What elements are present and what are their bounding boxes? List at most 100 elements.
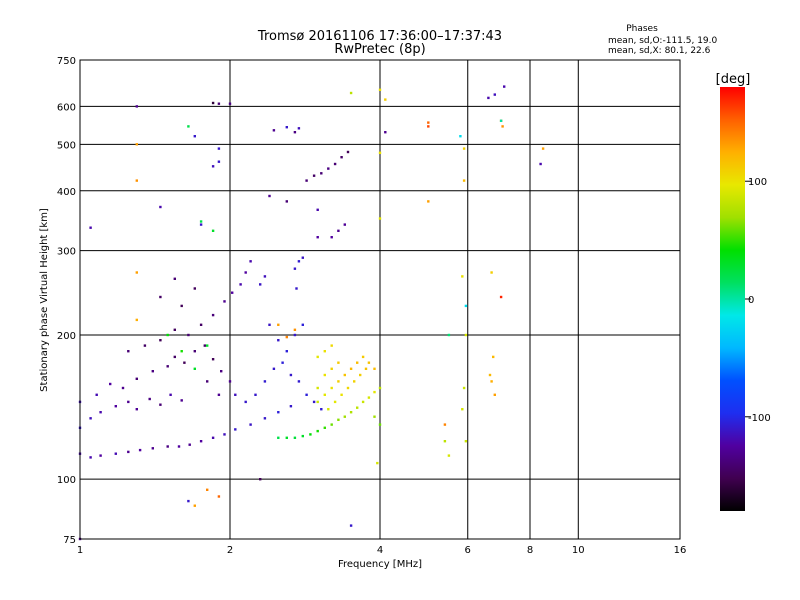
data-point <box>211 165 215 168</box>
data-point <box>268 323 271 326</box>
data-point <box>297 260 301 263</box>
data-point <box>127 450 130 454</box>
x-tick-label: 10 <box>572 545 585 556</box>
data-point <box>364 367 368 370</box>
data-point <box>254 393 257 396</box>
phase-colorbar <box>720 87 745 511</box>
data-point <box>188 443 191 446</box>
data-point <box>89 417 92 420</box>
data-point <box>206 380 209 383</box>
data-point <box>301 323 304 326</box>
data-point <box>234 428 237 431</box>
data-point <box>539 162 542 166</box>
data-point <box>166 333 169 337</box>
data-point <box>281 361 284 364</box>
data-point <box>297 380 301 383</box>
data-point <box>244 400 247 404</box>
data-point <box>443 440 447 443</box>
data-point <box>217 147 221 150</box>
data-point <box>359 373 362 377</box>
y-tick-label: 600 <box>57 102 76 113</box>
data-point <box>323 373 326 377</box>
data-point <box>327 167 330 170</box>
data-point <box>193 135 196 138</box>
data-point <box>289 373 293 377</box>
data-point <box>343 373 346 377</box>
data-point <box>135 105 138 108</box>
data-point <box>173 277 176 280</box>
data-point <box>492 355 495 359</box>
data-point <box>173 355 176 359</box>
data-point <box>114 452 117 455</box>
data-point <box>259 283 262 286</box>
data-point <box>378 386 382 390</box>
data-point <box>109 382 112 386</box>
data-point <box>330 236 333 239</box>
grid-lines <box>79 59 681 540</box>
data-point <box>316 400 319 404</box>
data-point <box>378 151 382 154</box>
data-point <box>135 179 138 182</box>
data-point <box>316 386 319 390</box>
data-point <box>263 380 267 383</box>
data-point <box>349 411 353 414</box>
data-point <box>349 524 353 527</box>
data-point <box>493 393 496 396</box>
data-point <box>234 393 237 396</box>
data-point <box>199 440 203 443</box>
data-point <box>343 415 346 418</box>
data-point <box>211 229 215 232</box>
data-point <box>217 160 221 163</box>
data-point <box>305 393 308 396</box>
data-point <box>373 390 376 394</box>
data-point <box>346 150 350 154</box>
y-tick-label: 500 <box>57 140 76 151</box>
data-point <box>135 143 138 146</box>
data-point <box>285 335 288 339</box>
data-point <box>249 260 252 263</box>
data-point <box>462 147 466 150</box>
stats-heading: Phases <box>626 24 658 34</box>
y-tick-label: 75 <box>63 535 76 546</box>
data-point <box>293 328 297 331</box>
data-point <box>180 399 183 402</box>
data-point <box>127 350 130 353</box>
data-point <box>443 423 447 426</box>
data-point <box>268 194 271 198</box>
data-point <box>199 220 203 223</box>
data-point <box>187 333 190 337</box>
x-tick-label: 16 <box>674 545 687 556</box>
colorbar-ticks: 100 0 -100 <box>745 177 771 424</box>
scatter-points <box>78 85 545 541</box>
colorbar-label: [deg] <box>716 72 751 87</box>
data-point <box>206 344 209 347</box>
data-point <box>99 454 102 457</box>
data-point <box>367 361 371 364</box>
data-point <box>135 377 138 380</box>
colorbar-tick-label: -100 <box>748 413 771 424</box>
data-point <box>187 125 190 128</box>
data-point <box>337 361 340 364</box>
data-point <box>293 267 297 270</box>
data-point <box>166 365 169 368</box>
data-point <box>135 271 138 274</box>
data-point <box>447 333 451 337</box>
data-point <box>462 386 466 390</box>
x-tick-label: 6 <box>465 545 471 556</box>
data-point <box>217 495 221 498</box>
data-point <box>327 408 330 411</box>
data-point <box>228 380 232 383</box>
data-point <box>349 367 353 370</box>
data-point <box>349 91 353 95</box>
data-point <box>295 287 298 290</box>
x-tick-labels: 1 2 4 6 8 10 16 <box>77 545 687 556</box>
data-point <box>211 313 215 317</box>
data-point <box>353 380 356 383</box>
data-point <box>301 256 304 259</box>
data-point <box>277 323 280 326</box>
data-point <box>316 236 319 239</box>
data-point <box>223 433 226 436</box>
data-point <box>293 333 297 337</box>
data-point <box>343 223 346 226</box>
colorbar-tick-label: 0 <box>748 295 754 306</box>
